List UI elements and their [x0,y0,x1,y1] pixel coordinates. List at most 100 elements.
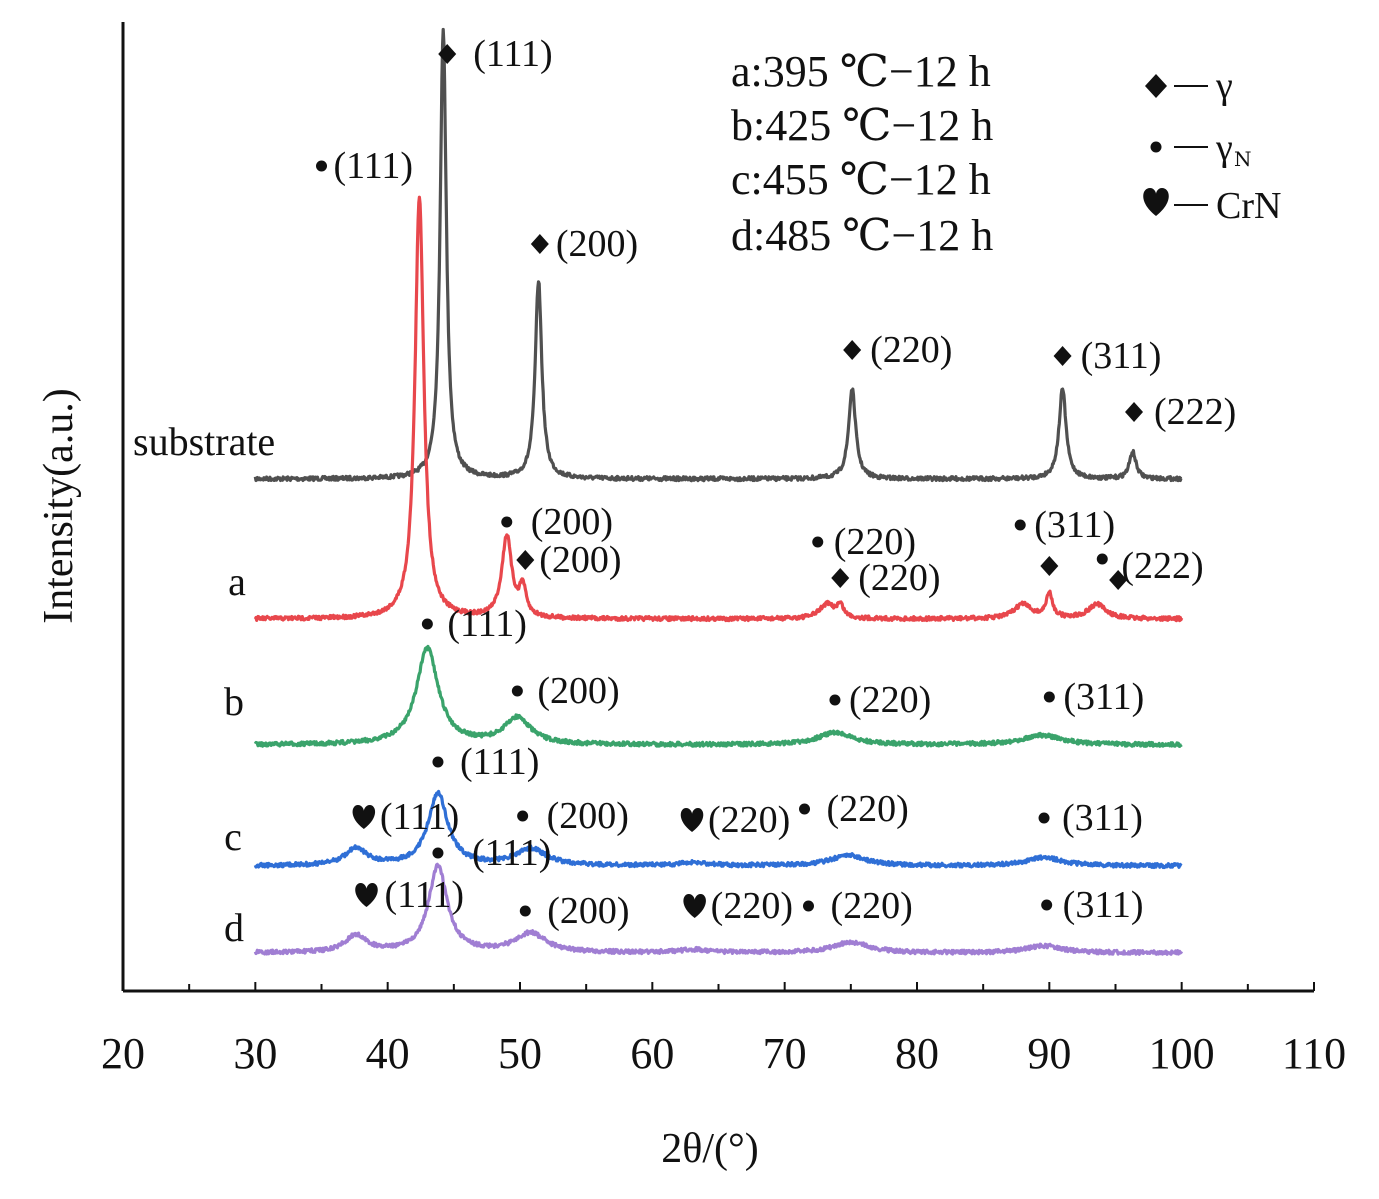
x-tick-label: 30 [233,1029,277,1078]
legend: γ γ N CrN [1143,65,1281,227]
dot-marker-icon [1043,691,1055,703]
peak-label: (220) [830,885,912,927]
peak-label: (200) [547,795,629,837]
legend-dot-icon [1150,141,1162,153]
peak-label: (111) [472,832,552,874]
x-tick-label: 110 [1282,1029,1346,1078]
condition-d: d:485 ℃−12 h [731,211,993,260]
series-label-substrate: substrate [133,419,275,464]
peak-label: (200) [537,670,619,712]
x-ticks: 20 30 40 50 60 70 80 90 100 110 [101,982,1346,1078]
series-labels: substrate a b c d [133,419,275,950]
peak-label: (220) [858,557,940,599]
peak-label: (220) [711,885,793,927]
dot-marker-icon [519,905,531,917]
dot-marker-icon [421,618,433,630]
series-label-c: c [224,814,242,859]
legend-heart-icon [1143,188,1169,216]
legend-label-crn: CrN [1216,185,1281,227]
peak-label: (220) [849,679,931,721]
x-tick-label: 40 [366,1029,410,1078]
dot-marker-icon [501,516,513,528]
peak-label: (200) [539,539,621,581]
peak-label: (311) [1063,676,1144,718]
legend-label-gamma: γ [1215,65,1233,107]
dot-marker-icon [1041,899,1053,911]
peak-label: (111) [334,145,414,187]
diamond-marker-icon [1125,402,1144,422]
dot-marker-icon [432,756,444,768]
series-line-a [253,195,1184,623]
series-label-d: d [224,905,244,950]
x-tick-label: 80 [895,1029,939,1078]
dot-marker-icon [829,694,841,706]
axes [121,22,1314,993]
peak-label: (111) [447,603,527,645]
peak-label: (111) [473,33,553,75]
diamond-marker-icon [843,340,862,360]
peak-label: (311) [1034,504,1115,546]
x-tick-label: 90 [1027,1029,1071,1078]
diamond-marker-icon [1053,346,1072,366]
series-line-substrate [253,27,1183,483]
peak-label: (111) [380,796,460,838]
peak-label: (222) [1121,545,1203,587]
dot-marker-icon [812,536,824,548]
condition-notes: a:395 ℃−12 h b:425 ℃−12 h c:455 ℃−12 h d… [731,47,993,260]
series-line-c [253,789,1183,870]
series-label-a: a [228,559,246,604]
x-tick-label: 70 [763,1029,807,1078]
series-line-d [253,862,1184,956]
diamond-marker-icon [831,568,850,588]
dot-marker-icon [517,810,529,822]
dot-marker-icon [799,803,811,815]
heart-marker-icon [355,883,378,907]
series-line-b [253,644,1183,748]
dot-marker-icon [511,685,523,697]
series-group [253,27,1184,956]
x-tick-label: 50 [498,1029,542,1078]
diamond-marker-icon [516,550,535,570]
series-label-b: b [224,679,244,724]
dot-marker-icon [1096,553,1108,565]
peak-label: (220) [834,521,916,563]
dot-marker-icon [432,847,444,859]
dot-marker-icon [802,900,814,912]
peak-label: (111) [384,874,464,916]
peak-label: (200) [556,223,638,265]
dot-marker-icon [316,160,327,172]
peak-label: (220) [708,799,790,841]
peak-label: (220) [827,788,909,830]
dot-marker-icon [1014,519,1026,531]
heart-marker-icon [683,894,706,918]
peak-annotations: (111)(200)(220) (311)(222)(111)(200)(200)… [316,33,1236,932]
legend-label-gamma-n: γ [1215,127,1233,169]
diamond-marker-icon [1109,570,1128,590]
legend-label-subscript: N [1234,147,1252,171]
peak-label: (111) [460,741,540,783]
condition-c: c:455 ℃−12 h [731,155,991,204]
peak-label: (200) [531,501,613,543]
peak-label: (200) [547,890,629,932]
peak-label: (220) [870,329,952,371]
x-tick-label: 20 [101,1029,145,1078]
peak-label: (311) [1081,335,1162,377]
x-tick-label: 60 [630,1029,674,1078]
diamond-marker-icon [1040,556,1059,576]
diamond-marker-icon [438,44,457,64]
peak-label: (311) [1063,884,1144,926]
y-axis-title: Intensity(a.u.) [36,388,82,624]
x-axis-title: 2θ/(°) [661,1126,759,1172]
peak-label: (222) [1154,391,1236,433]
heart-marker-icon [352,805,376,829]
condition-a: a:395 ℃−12 h [731,47,991,96]
condition-b: b:425 ℃−12 h [731,101,993,150]
x-tick-label: 100 [1149,1029,1215,1078]
dot-marker-icon [1038,812,1050,824]
diamond-marker-icon [530,234,549,254]
heart-marker-icon [680,808,704,832]
peak-label: (311) [1062,797,1143,839]
legend-diamond-icon [1145,74,1167,98]
